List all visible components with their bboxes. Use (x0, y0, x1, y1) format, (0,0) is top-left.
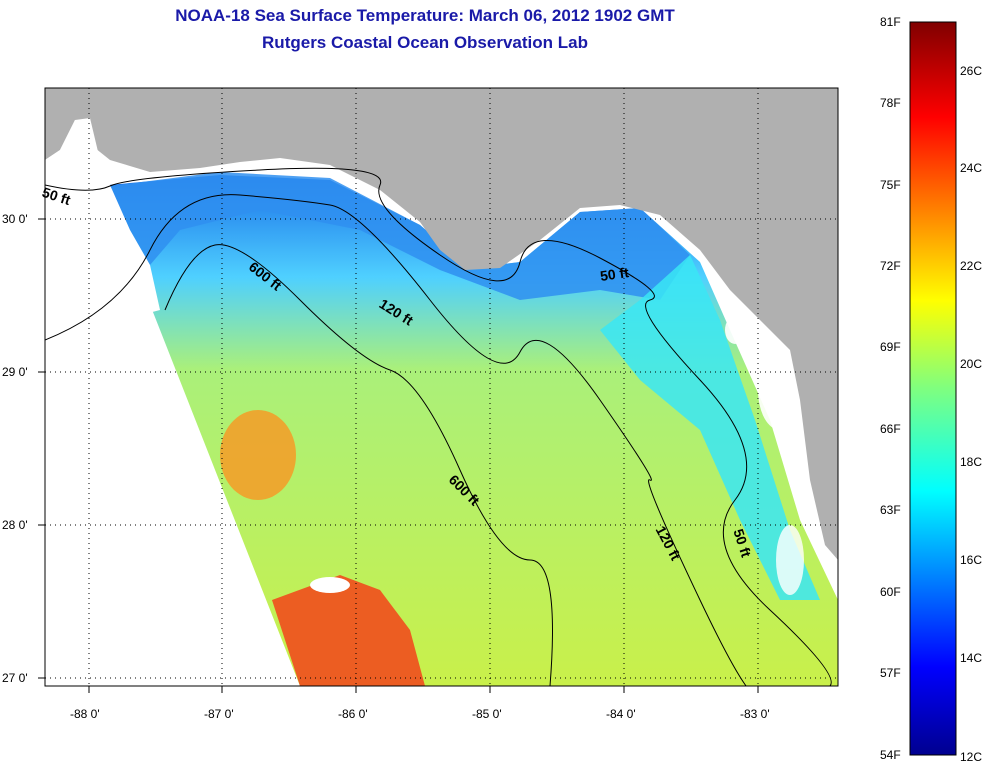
colorbar-c-label: 20C (960, 357, 983, 371)
colorbar-f-label: 72F (880, 259, 901, 273)
colorbar-f-label: 63F (880, 503, 901, 517)
colorbar (909, 21, 957, 756)
colorbar-c-label: 12C (960, 750, 983, 764)
colorbar-f-label: 78F (880, 96, 901, 110)
graticule (45, 88, 838, 686)
colorbar-c-label: 18C (960, 455, 983, 469)
contour-600ft (164, 244, 553, 686)
lat-label: 27 0' (2, 671, 28, 685)
plot-frame (44, 87, 839, 687)
lat-label: 29 0' (2, 365, 28, 379)
cloud-gap (310, 577, 350, 593)
lon-label: -85 0' (472, 707, 502, 721)
colorbar-f-label: 75F (880, 178, 901, 192)
cloud-gap (776, 525, 804, 595)
colorbar-f-label: 57F (880, 666, 901, 680)
lon-label: -87 0' (204, 707, 234, 721)
land (45, 88, 838, 560)
colorbar-c-label: 14C (960, 651, 983, 665)
map-subtitle: Rutgers Coastal Ocean Observation Lab (262, 33, 588, 52)
lon-label: -88 0' (70, 707, 100, 721)
colorbar-c-label: 22C (960, 259, 983, 273)
cloud-gap (758, 350, 802, 430)
warm-eddy-south (272, 575, 425, 686)
lon-label: -86 0' (338, 707, 368, 721)
cold-nearshore-band (110, 172, 690, 300)
lat-label: 30 0' (2, 212, 28, 226)
colorbar-f-label: 66F (880, 422, 901, 436)
colorbar-c-label: 16C (960, 553, 983, 567)
colorbar-f-label: 69F (880, 340, 901, 354)
lon-label: -84 0' (606, 707, 636, 721)
land-missing (45, 118, 160, 340)
map-title: NOAA-18 Sea Surface Temperature: March 0… (175, 6, 675, 25)
axis-ticks (38, 218, 759, 693)
colorbar-f-label: 60F (880, 585, 901, 599)
cloud-gap (725, 316, 745, 344)
colorbar-c-label: 24C (960, 161, 983, 175)
lon-label: -83 0' (740, 707, 770, 721)
colorbar-f-label: 81F (880, 15, 901, 29)
contour-50ft (45, 167, 832, 686)
colorbar-c-label: 26C (960, 64, 983, 78)
colorbar-f-label: 54F (880, 748, 901, 762)
lat-label: 28 0' (2, 518, 28, 532)
warm-eddy-north (220, 410, 296, 500)
cyan-shelf-band (600, 255, 820, 600)
